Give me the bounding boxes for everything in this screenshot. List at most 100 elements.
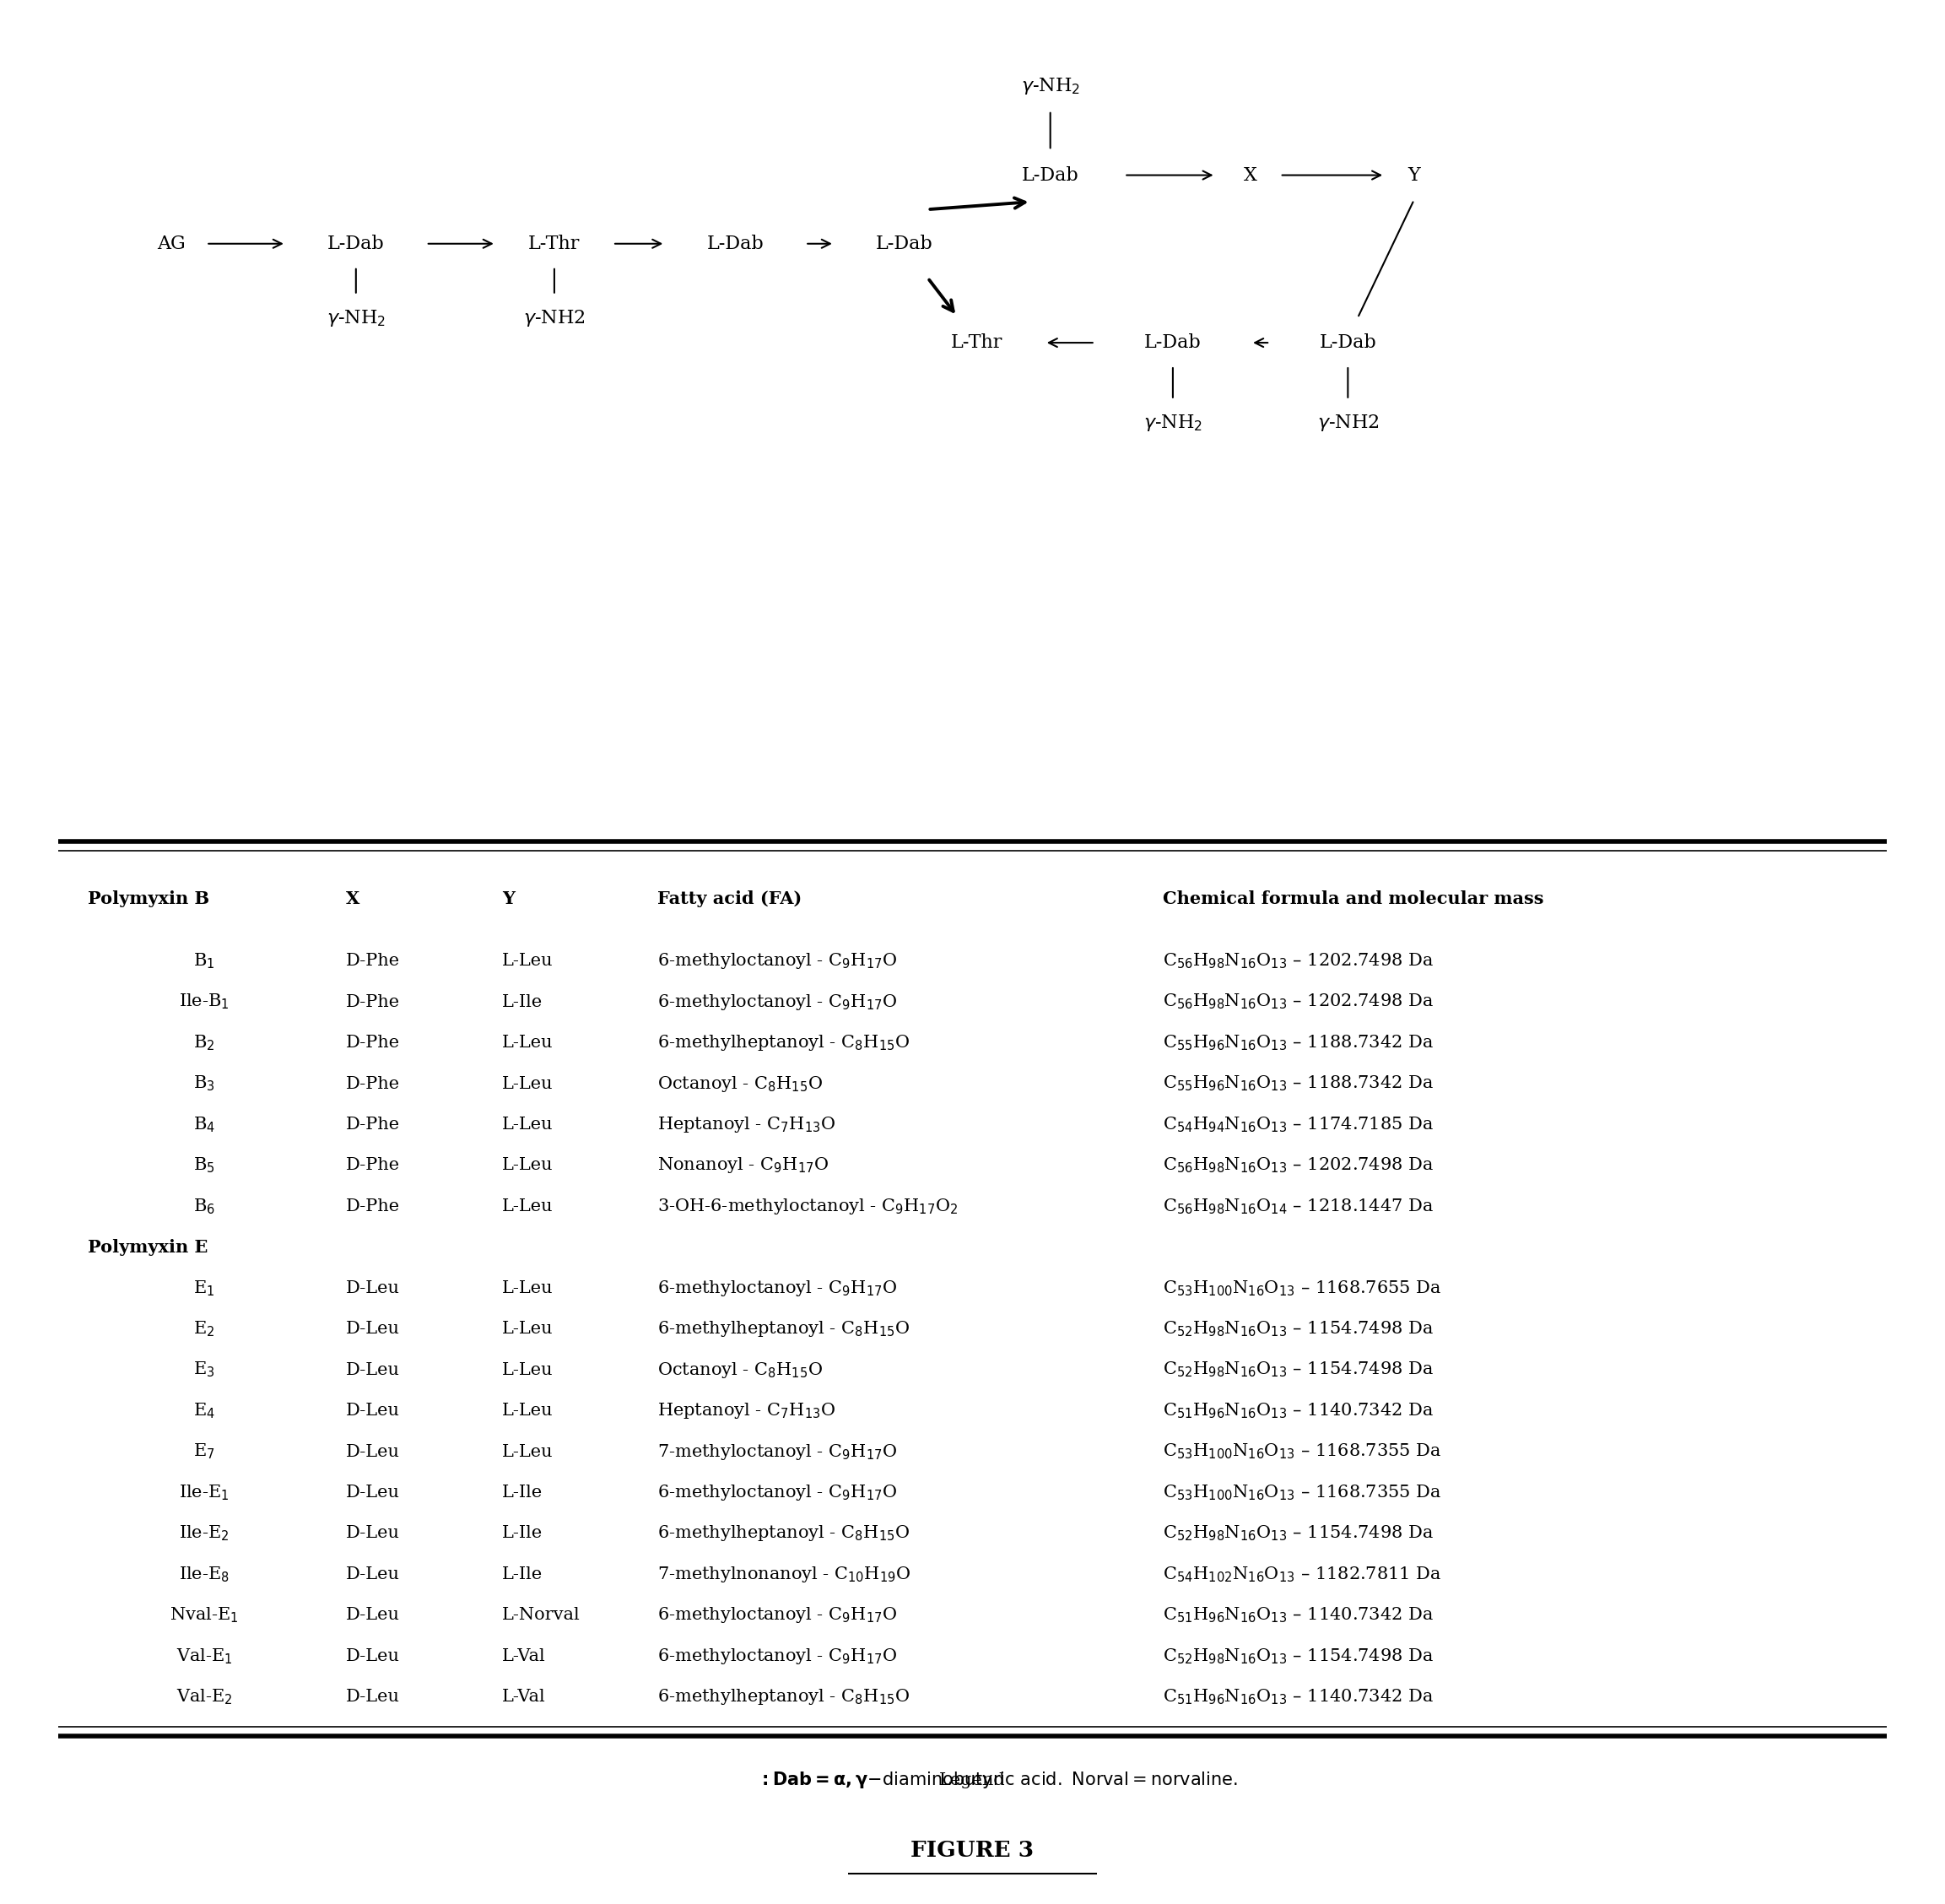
Text: Chemical formula and molecular mass: Chemical formula and molecular mass — [1163, 891, 1544, 906]
Text: D-Phe: D-Phe — [346, 1158, 401, 1173]
Text: B$_2$: B$_2$ — [193, 1034, 216, 1053]
Text: C$_{53}$H$_{100}$N$_{16}$O$_{13}$ – 1168.7355 Da: C$_{53}$H$_{100}$N$_{16}$O$_{13}$ – 1168… — [1163, 1441, 1441, 1460]
Text: D-Phe: D-Phe — [346, 954, 401, 969]
Text: Fatty acid (FA): Fatty acid (FA) — [657, 891, 801, 906]
Text: C$_{51}$H$_{96}$N$_{16}$O$_{13}$ – 1140.7342 Da: C$_{51}$H$_{96}$N$_{16}$O$_{13}$ – 1140.… — [1163, 1401, 1433, 1420]
Text: L-Leu: L-Leu — [502, 1403, 552, 1418]
Text: 6-methyloctanoyl - C$_9$H$_{17}$O: 6-methyloctanoyl - C$_9$H$_{17}$O — [657, 1605, 897, 1624]
Text: D-Leu: D-Leu — [346, 1607, 401, 1624]
Text: C$_{52}$H$_{98}$N$_{16}$O$_{13}$ – 1154.7498 Da: C$_{52}$H$_{98}$N$_{16}$O$_{13}$ – 1154.… — [1163, 1647, 1433, 1666]
Text: Legend: Legend — [939, 1773, 1006, 1788]
Text: L-Thr: L-Thr — [529, 234, 580, 253]
Text: 6-methylheptanoyl - C$_8$H$_{15}$O: 6-methylheptanoyl - C$_8$H$_{15}$O — [657, 1319, 910, 1339]
Text: E$_2$: E$_2$ — [194, 1319, 214, 1339]
Text: C$_{52}$H$_{98}$N$_{16}$O$_{13}$ – 1154.7498 Da: C$_{52}$H$_{98}$N$_{16}$O$_{13}$ – 1154.… — [1163, 1523, 1433, 1542]
Text: L-Ile: L-Ile — [502, 994, 543, 1009]
Text: Polymyxin E: Polymyxin E — [88, 1240, 208, 1255]
Text: 7-methyloctanoyl - C$_9$H$_{17}$O: 7-methyloctanoyl - C$_9$H$_{17}$O — [657, 1441, 897, 1462]
Text: D-Leu: D-Leu — [346, 1361, 401, 1378]
Text: C$_{55}$H$_{96}$N$_{16}$O$_{13}$ – 1188.7342 Da: C$_{55}$H$_{96}$N$_{16}$O$_{13}$ – 1188.… — [1163, 1034, 1433, 1053]
Text: Ile-E$_1$: Ile-E$_1$ — [179, 1483, 230, 1502]
Text: $\gamma$-NH$_2$: $\gamma$-NH$_2$ — [1021, 76, 1079, 95]
Text: 3-OH-6-methyloctanoyl - C$_9$H$_{17}$O$_2$: 3-OH-6-methyloctanoyl - C$_9$H$_{17}$O$_… — [657, 1196, 959, 1217]
Text: $\gamma$-NH$_2$: $\gamma$-NH$_2$ — [327, 308, 385, 327]
Text: E$_4$: E$_4$ — [193, 1401, 216, 1420]
Text: $\mathbf{: Dab = \alpha,\gamma\mathrm{-diaminobutyric\ acid.\ Norval = norvaline: $\mathbf{: Dab = \alpha,\gamma\mathrm{-d… — [708, 1771, 1237, 1790]
Text: L-Leu: L-Leu — [502, 1443, 552, 1460]
Text: 6-methylheptanoyl - C$_8$H$_{15}$O: 6-methylheptanoyl - C$_8$H$_{15}$O — [657, 1687, 910, 1706]
Text: D-Leu: D-Leu — [346, 1443, 401, 1460]
Text: 6-methyloctanoyl - C$_9$H$_{17}$O: 6-methyloctanoyl - C$_9$H$_{17}$O — [657, 1483, 897, 1502]
Text: L-Leu: L-Leu — [502, 1034, 552, 1051]
Text: C$_{54}$H$_{102}$N$_{16}$O$_{13}$ – 1182.7811 Da: C$_{54}$H$_{102}$N$_{16}$O$_{13}$ – 1182… — [1163, 1565, 1441, 1584]
Text: L-Dab: L-Dab — [875, 234, 934, 253]
Text: D-Leu: D-Leu — [346, 1321, 401, 1337]
Text: C$_{52}$H$_{98}$N$_{16}$O$_{13}$ – 1154.7498 Da: C$_{52}$H$_{98}$N$_{16}$O$_{13}$ – 1154.… — [1163, 1359, 1433, 1378]
Text: Ile-E$_2$: Ile-E$_2$ — [179, 1523, 230, 1542]
Text: C$_{56}$H$_{98}$N$_{16}$O$_{13}$ – 1202.7498 Da: C$_{56}$H$_{98}$N$_{16}$O$_{13}$ – 1202.… — [1163, 992, 1433, 1011]
Text: D-Phe: D-Phe — [346, 1198, 401, 1215]
Text: 6-methyloctanoyl - C$_9$H$_{17}$O: 6-methyloctanoyl - C$_9$H$_{17}$O — [657, 1647, 897, 1666]
Text: L-Val: L-Val — [502, 1689, 545, 1704]
Text: Heptanoyl - C$_7$H$_{13}$O: Heptanoyl - C$_7$H$_{13}$O — [657, 1401, 836, 1420]
Text: 6-methyloctanoyl - C$_9$H$_{17}$O: 6-methyloctanoyl - C$_9$H$_{17}$O — [657, 1278, 897, 1299]
Text: 6-methyloctanoyl - C$_9$H$_{17}$O: 6-methyloctanoyl - C$_9$H$_{17}$O — [657, 992, 897, 1011]
Text: C$_{53}$H$_{100}$N$_{16}$O$_{13}$ – 1168.7355 Da: C$_{53}$H$_{100}$N$_{16}$O$_{13}$ – 1168… — [1163, 1483, 1441, 1502]
Text: C$_{54}$H$_{94}$N$_{16}$O$_{13}$ – 1174.7185 Da: C$_{54}$H$_{94}$N$_{16}$O$_{13}$ – 1174.… — [1163, 1116, 1433, 1135]
Text: Y: Y — [502, 891, 515, 906]
Text: Ile-E$_8$: Ile-E$_8$ — [179, 1565, 230, 1584]
Text: $\gamma$-NH2: $\gamma$-NH2 — [523, 308, 585, 327]
Text: AG: AG — [158, 234, 185, 253]
Text: L-Leu: L-Leu — [502, 1198, 552, 1215]
Text: B$_5$: B$_5$ — [193, 1156, 216, 1175]
Text: D-Leu: D-Leu — [346, 1567, 401, 1582]
Text: L-Ile: L-Ile — [502, 1567, 543, 1582]
Text: L-Dab: L-Dab — [1144, 333, 1202, 352]
Text: Octanoyl - C$_8$H$_{15}$O: Octanoyl - C$_8$H$_{15}$O — [657, 1074, 823, 1093]
Text: D-Leu: D-Leu — [346, 1485, 401, 1500]
Text: B$_4$: B$_4$ — [193, 1116, 216, 1135]
Text: Octanoyl - C$_8$H$_{15}$O: Octanoyl - C$_8$H$_{15}$O — [657, 1359, 823, 1380]
Text: D-Leu: D-Leu — [346, 1525, 401, 1542]
Text: L-Ile: L-Ile — [502, 1485, 543, 1500]
Text: Ile-B$_1$: Ile-B$_1$ — [179, 992, 230, 1011]
Text: L-Thr: L-Thr — [951, 333, 1002, 352]
Text: E$_3$: E$_3$ — [193, 1359, 216, 1378]
Text: L-Leu: L-Leu — [502, 1116, 552, 1133]
Text: L-Dab: L-Dab — [1319, 333, 1377, 352]
Text: Polymyxin B: Polymyxin B — [88, 891, 210, 906]
Text: D-Leu: D-Leu — [346, 1403, 401, 1418]
Text: Nonanoyl - C$_9$H$_{17}$O: Nonanoyl - C$_9$H$_{17}$O — [657, 1156, 829, 1175]
Text: C$_{51}$H$_{96}$N$_{16}$O$_{13}$ – 1140.7342 Da: C$_{51}$H$_{96}$N$_{16}$O$_{13}$ – 1140.… — [1163, 1687, 1433, 1706]
Text: D-Phe: D-Phe — [346, 994, 401, 1009]
Text: C$_{56}$H$_{98}$N$_{16}$O$_{13}$ – 1202.7498 Da: C$_{56}$H$_{98}$N$_{16}$O$_{13}$ – 1202.… — [1163, 952, 1433, 971]
Text: Heptanoyl - C$_7$H$_{13}$O: Heptanoyl - C$_7$H$_{13}$O — [657, 1116, 836, 1135]
Text: C$_{56}$H$_{98}$N$_{16}$O$_{13}$ – 1202.7498 Da: C$_{56}$H$_{98}$N$_{16}$O$_{13}$ – 1202.… — [1163, 1156, 1433, 1175]
Text: B$_1$: B$_1$ — [193, 952, 216, 971]
Text: D-Leu: D-Leu — [346, 1279, 401, 1297]
Text: $\gamma$-NH2: $\gamma$-NH2 — [1317, 413, 1379, 432]
Text: Val-E$_2$: Val-E$_2$ — [177, 1687, 231, 1706]
Text: 6-methyloctanoyl - C$_9$H$_{17}$O: 6-methyloctanoyl - C$_9$H$_{17}$O — [657, 952, 897, 971]
Text: C$_{53}$H$_{100}$N$_{16}$O$_{13}$ – 1168.7655 Da: C$_{53}$H$_{100}$N$_{16}$O$_{13}$ – 1168… — [1163, 1279, 1441, 1299]
Text: X: X — [1245, 166, 1256, 185]
Text: 6-methylheptanoyl - C$_8$H$_{15}$O: 6-methylheptanoyl - C$_8$H$_{15}$O — [657, 1523, 910, 1542]
Text: L-Leu: L-Leu — [502, 1158, 552, 1173]
Text: FIGURE 3: FIGURE 3 — [910, 1839, 1035, 1862]
Text: Val-E$_1$: Val-E$_1$ — [177, 1647, 231, 1666]
Text: $\gamma$-NH$_2$: $\gamma$-NH$_2$ — [1144, 413, 1202, 432]
Text: 6-methylheptanoyl - C$_8$H$_{15}$O: 6-methylheptanoyl - C$_8$H$_{15}$O — [657, 1034, 910, 1053]
Text: B$_6$: B$_6$ — [193, 1198, 216, 1217]
Text: L-Leu: L-Leu — [502, 1076, 552, 1091]
Text: B$_3$: B$_3$ — [193, 1074, 216, 1093]
Text: D-Leu: D-Leu — [346, 1649, 401, 1664]
Text: D-Phe: D-Phe — [346, 1116, 401, 1133]
Text: D-Phe: D-Phe — [346, 1034, 401, 1051]
Text: C$_{56}$H$_{98}$N$_{16}$O$_{14}$ – 1218.1447 Da: C$_{56}$H$_{98}$N$_{16}$O$_{14}$ – 1218.… — [1163, 1198, 1433, 1217]
Text: Nval-E$_1$: Nval-E$_1$ — [169, 1605, 239, 1624]
Text: L-Norval: L-Norval — [502, 1607, 580, 1624]
Text: C$_{52}$H$_{98}$N$_{16}$O$_{13}$ – 1154.7498 Da: C$_{52}$H$_{98}$N$_{16}$O$_{13}$ – 1154.… — [1163, 1319, 1433, 1339]
Text: L-Dab: L-Dab — [1021, 166, 1079, 185]
Text: L-Leu: L-Leu — [502, 954, 552, 969]
Text: L-Val: L-Val — [502, 1649, 545, 1664]
